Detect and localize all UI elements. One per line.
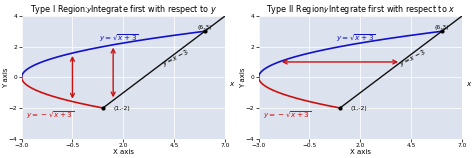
Text: $y$: $y$ bbox=[86, 6, 93, 15]
Text: $y = \sqrt{x+3}$: $y = \sqrt{x+3}$ bbox=[336, 33, 375, 44]
X-axis label: X axis: X axis bbox=[113, 149, 134, 155]
Text: $y = -\sqrt{x+3}$: $y = -\sqrt{x+3}$ bbox=[263, 109, 311, 121]
Title: Type II Region: Integrate first with respect to $x$: Type II Region: Integrate first with res… bbox=[265, 3, 455, 16]
Text: $y = -\sqrt{x+3}$: $y = -\sqrt{x+3}$ bbox=[26, 109, 74, 121]
Text: $x$: $x$ bbox=[229, 80, 236, 88]
Y-axis label: Y axis: Y axis bbox=[3, 67, 9, 88]
Text: (6,3): (6,3) bbox=[435, 25, 449, 30]
Text: (6,3): (6,3) bbox=[198, 25, 212, 30]
Text: (1,-2): (1,-2) bbox=[350, 106, 367, 111]
Text: (1,-2): (1,-2) bbox=[113, 106, 130, 111]
Text: $y$: $y$ bbox=[323, 6, 330, 15]
X-axis label: X axis: X axis bbox=[350, 149, 371, 155]
Text: $y = \sqrt{x+3}$: $y = \sqrt{x+3}$ bbox=[99, 33, 138, 44]
Text: $x$: $x$ bbox=[466, 80, 473, 88]
Text: $y = x-3$: $y = x-3$ bbox=[397, 47, 428, 69]
Text: $y = x-3$: $y = x-3$ bbox=[160, 47, 191, 69]
Y-axis label: Y axis: Y axis bbox=[240, 67, 246, 88]
Title: Type I Region: Integrate first with respect to $y$: Type I Region: Integrate first with resp… bbox=[30, 3, 217, 16]
